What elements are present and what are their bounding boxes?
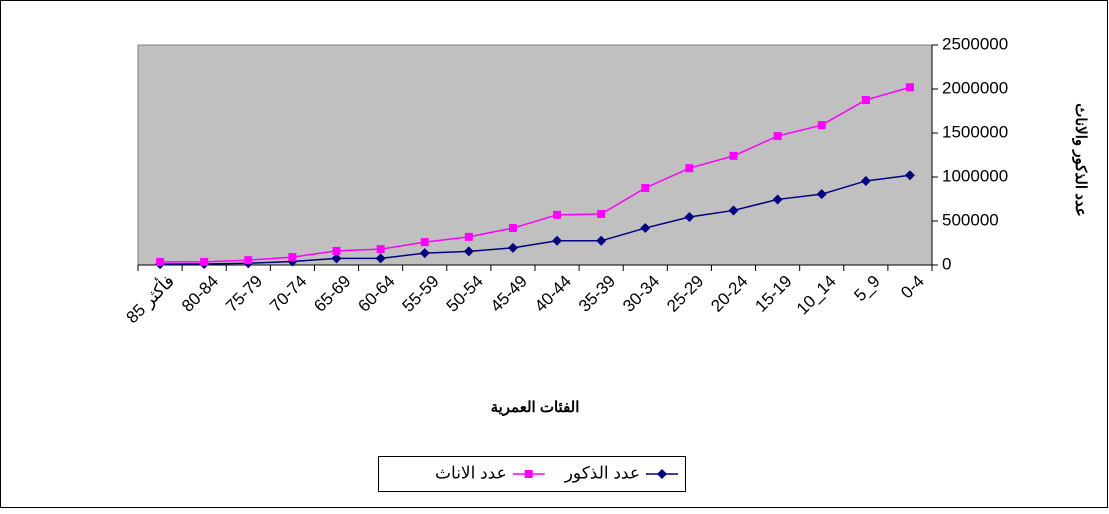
y-tick-label: 0 [942,254,951,273]
point [641,184,650,192]
y-tick-label: 1000000 [942,166,1008,185]
point [773,132,782,141]
point [288,253,297,262]
point [508,224,517,233]
point [772,194,783,205]
point [376,245,385,254]
y-tick-label: 1500000 [942,122,1008,141]
point [597,209,606,218]
x-axis-label: الفئات العمرية [491,399,580,416]
point [640,223,651,234]
point [464,232,473,241]
legend-label: عدد الاناث [435,463,507,482]
point [904,170,915,181]
plot-area [137,44,933,266]
series-line [160,86,911,263]
point [507,242,518,253]
point [331,253,342,264]
point [657,469,667,479]
point [156,257,165,266]
point [200,257,209,266]
point [244,256,253,265]
point [419,248,430,259]
point [685,164,694,173]
point [596,235,607,246]
point [553,210,562,219]
y-tick-label: 2500000 [942,34,1008,53]
y-tick-label: 2000000 [942,78,1008,97]
point [728,205,739,216]
y-tick-label: 500000 [942,210,999,229]
y-axis-label: عدد الذكور والاناث [1072,103,1089,216]
point [332,246,341,255]
point [524,470,533,478]
point [861,96,870,104]
point [420,238,429,247]
point [817,121,826,130]
point [905,83,914,92]
point [463,246,474,257]
point [816,189,827,200]
legend-label: عدد الذكور [564,463,640,483]
point [729,151,738,160]
point [684,212,695,223]
point [375,253,386,264]
point [860,175,871,186]
point [552,235,563,246]
series-line [160,174,911,265]
